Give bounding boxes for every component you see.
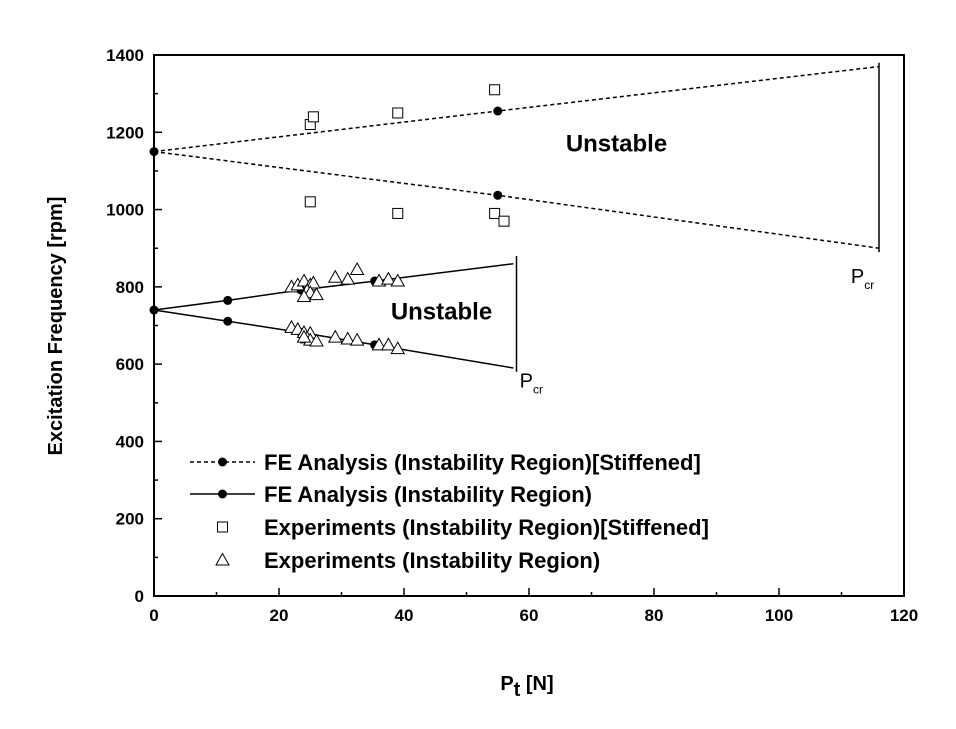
y-tick-label: 1200: [106, 123, 144, 142]
x-axis-title-main: P: [500, 673, 513, 695]
legend-marker-circle: [218, 489, 227, 499]
legend-marker-square: [217, 521, 228, 533]
data-point-circle: [223, 316, 233, 326]
legend-label: FE Analysis (Instability Region): [264, 482, 592, 507]
x-tick-label: 80: [645, 606, 664, 625]
data-point-triangle: [349, 261, 365, 275]
x-ticks-group: 0 20 40 60 80 100 120: [149, 588, 918, 625]
y-tick-label: 400: [116, 432, 144, 451]
data-point-square: [498, 215, 510, 227]
pcr-label: Pcr: [851, 266, 874, 292]
y-tick-label: 200: [116, 510, 144, 529]
data-point-square: [304, 196, 316, 208]
y-tick-label: 1000: [106, 201, 144, 220]
data-point-triangle: [390, 273, 406, 287]
data-point-circle: [493, 190, 503, 200]
y-tick-label: 800: [116, 278, 144, 297]
y-axis-title: Excitation Frequency [rpm]: [45, 197, 67, 456]
data-point-triangle: [349, 332, 365, 346]
x-axis-title-sub: t: [514, 679, 521, 701]
pcr-label-main: P: [851, 266, 864, 288]
data-point-square: [392, 207, 404, 219]
data-point-triangle: [327, 329, 343, 343]
pcr-label-main: P: [520, 370, 533, 392]
data-point-circle: [149, 305, 159, 315]
x-tick-label: 20: [270, 606, 289, 625]
series-line-upper: [153, 65, 880, 153]
unstable-region-label: Unstable: [566, 131, 667, 158]
legend-label: FE Analysis (Instability Region)[Stiffen…: [264, 450, 701, 475]
data-point-triangle: [381, 271, 396, 285]
x-tick-label: 100: [765, 606, 793, 625]
x-tick-label: 40: [395, 606, 414, 625]
data-point-triangle: [296, 289, 312, 303]
data-point-triangle: [306, 275, 321, 289]
data-point-triangle: [381, 337, 396, 351]
data-point-circle: [149, 147, 159, 157]
legend-entry-4: Experiments (Instability Region): [215, 548, 600, 573]
series-4: [284, 261, 406, 355]
data-point-triangle: [371, 337, 387, 351]
series-1: [149, 65, 880, 249]
data-point-circle: [493, 106, 503, 116]
unstable-region-label: Unstable: [391, 299, 492, 326]
data-point-triangle: [390, 341, 406, 355]
x-tick-label: 120: [890, 606, 918, 625]
legend-entry-1: FE Analysis (Instability Region)[Stiffen…: [190, 450, 701, 475]
legend-label: Experiments (Instability Region): [264, 548, 600, 573]
pcr-label-sub: cr: [533, 382, 543, 396]
y-ticks-group: 0 200 400 600 800 1000 1200 1400: [106, 46, 162, 606]
legend-entry-2: FE Analysis (Instability Region): [190, 482, 592, 507]
series-line-lower: [153, 150, 880, 249]
x-tick-label: 60: [520, 606, 539, 625]
x-axis-title: Pt [N]: [500, 673, 553, 701]
data-point-triangle: [309, 333, 324, 347]
data-point-square: [392, 107, 404, 119]
pcr-label: Pcr: [520, 370, 543, 396]
data-point-square: [489, 207, 501, 219]
data-point-circle: [223, 295, 233, 305]
data-point-triangle: [296, 329, 312, 343]
data-point-square: [307, 111, 319, 123]
x-axis-title-unit: [N]: [520, 673, 553, 695]
y-tick-label: 1400: [106, 46, 144, 65]
legend-entry-3: Experiments (Instability Region)[Stiffen…: [217, 515, 709, 540]
data-point-triangle: [327, 269, 343, 283]
legend-group: FE Analysis (Instability Region)[Stiffen…: [190, 450, 709, 573]
legend-label: Experiments (Instability Region)[Stiffen…: [264, 515, 709, 540]
data-point-triangle: [340, 331, 356, 345]
series-group: [149, 65, 880, 369]
data-point-triangle: [309, 287, 324, 301]
y-tick-label: 600: [116, 355, 144, 374]
pcr-label-sub: cr: [864, 278, 874, 292]
legend-marker-circle: [218, 457, 227, 467]
data-point-triangle: [340, 271, 356, 285]
y-tick-label: 0: [135, 587, 144, 606]
x-tick-label: 0: [149, 606, 158, 625]
legend-marker-triangle: [215, 552, 230, 566]
data-point-square: [489, 84, 501, 96]
series-3: [304, 84, 510, 227]
